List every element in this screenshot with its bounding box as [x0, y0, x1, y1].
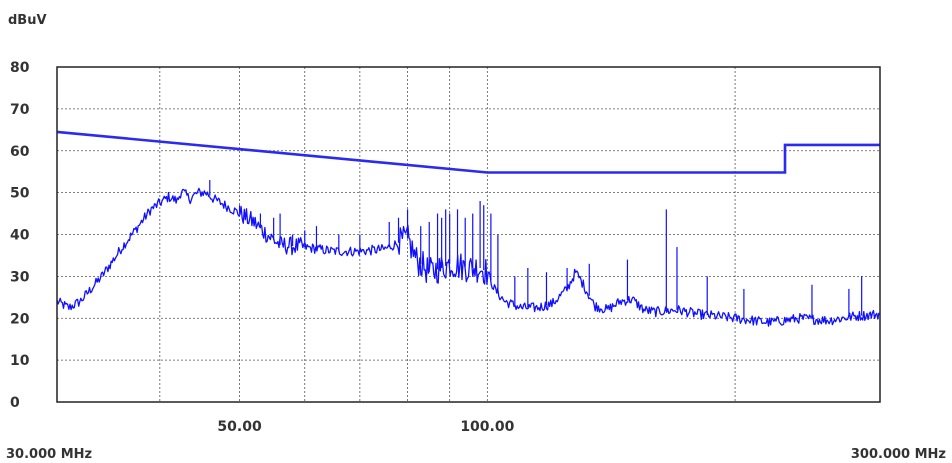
- y-tick-label: 70: [10, 102, 30, 118]
- plot-frame: [56, 66, 881, 403]
- y-tick-label: 50: [10, 186, 30, 202]
- grid: [57, 67, 880, 402]
- x-start-label: 30.000 MHz: [6, 447, 92, 462]
- x-tick-label: 100.00: [460, 419, 514, 435]
- y-tick-label: 60: [10, 144, 30, 160]
- y-tick-label: 20: [10, 311, 30, 327]
- y-axis-label: dBuV: [8, 13, 47, 28]
- y-tick-labels: 80 70 60 50 40 30 20 10 0: [10, 60, 30, 411]
- y-tick-label: 30: [10, 269, 30, 285]
- traces: [56, 130, 881, 327]
- y-tick-label: 0: [10, 395, 20, 411]
- x-tick-labels: 50.00 100.00: [217, 419, 514, 435]
- y-tick-label: 10: [10, 353, 30, 369]
- measurement-trace: [56, 187, 881, 327]
- x-end-label: 300.000 MHz: [851, 447, 946, 462]
- y-tick-label: 80: [10, 60, 30, 76]
- x-tick-label: 50.00: [217, 419, 262, 435]
- limit-line: [56, 130, 880, 174]
- y-tick-label: 40: [10, 228, 30, 244]
